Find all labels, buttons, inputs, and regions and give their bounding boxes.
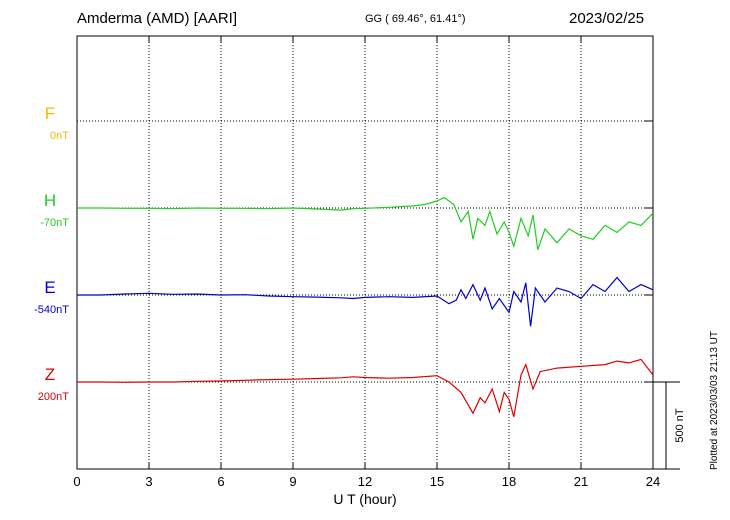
station-title: Amderma (AMD) [AARI] [77, 10, 238, 27]
date-label: 2023/02/25 [569, 10, 645, 27]
component-offset-h: -70nT [40, 217, 69, 229]
trace-h [77, 196, 654, 250]
x-tick-label: 6 [217, 474, 224, 489]
component-traces [77, 196, 654, 417]
component-name-e: E [44, 278, 55, 297]
x-tick-label: 21 [574, 474, 588, 489]
x-tick-label: 24 [646, 474, 660, 489]
coordinates-label: GG ( 69.46°, 61.41°) [365, 13, 466, 25]
component-offset-f: 0nT [50, 130, 69, 142]
component-offset-z: 200nT [38, 391, 69, 403]
x-tick-label: 18 [502, 474, 516, 489]
x-tick-label: 15 [430, 474, 444, 489]
component-name-h: H [44, 191, 56, 210]
component-name-z: Z [45, 365, 55, 384]
component-offset-e: -540nT [34, 304, 69, 316]
trace-e [77, 276, 654, 327]
x-tick-label: 3 [145, 474, 152, 489]
x-tick-label: 9 [289, 474, 296, 489]
trace-z [77, 358, 654, 417]
x-axis-ticks: 0 3 6 9 12 15 18 21 24 [73, 36, 660, 489]
scale-bar-label: 500 nT [674, 408, 686, 443]
x-tick-label: 12 [358, 474, 372, 489]
x-axis-label: U T (hour) [333, 491, 396, 507]
scale-bar: 500 nT [653, 381, 686, 470]
component-labels: F 0nT H -70nT E -540nT Z 200nT [34, 104, 69, 403]
component-name-f: F [45, 104, 55, 123]
grid-lines [77, 36, 653, 469]
x-tick-label: 0 [73, 474, 80, 489]
